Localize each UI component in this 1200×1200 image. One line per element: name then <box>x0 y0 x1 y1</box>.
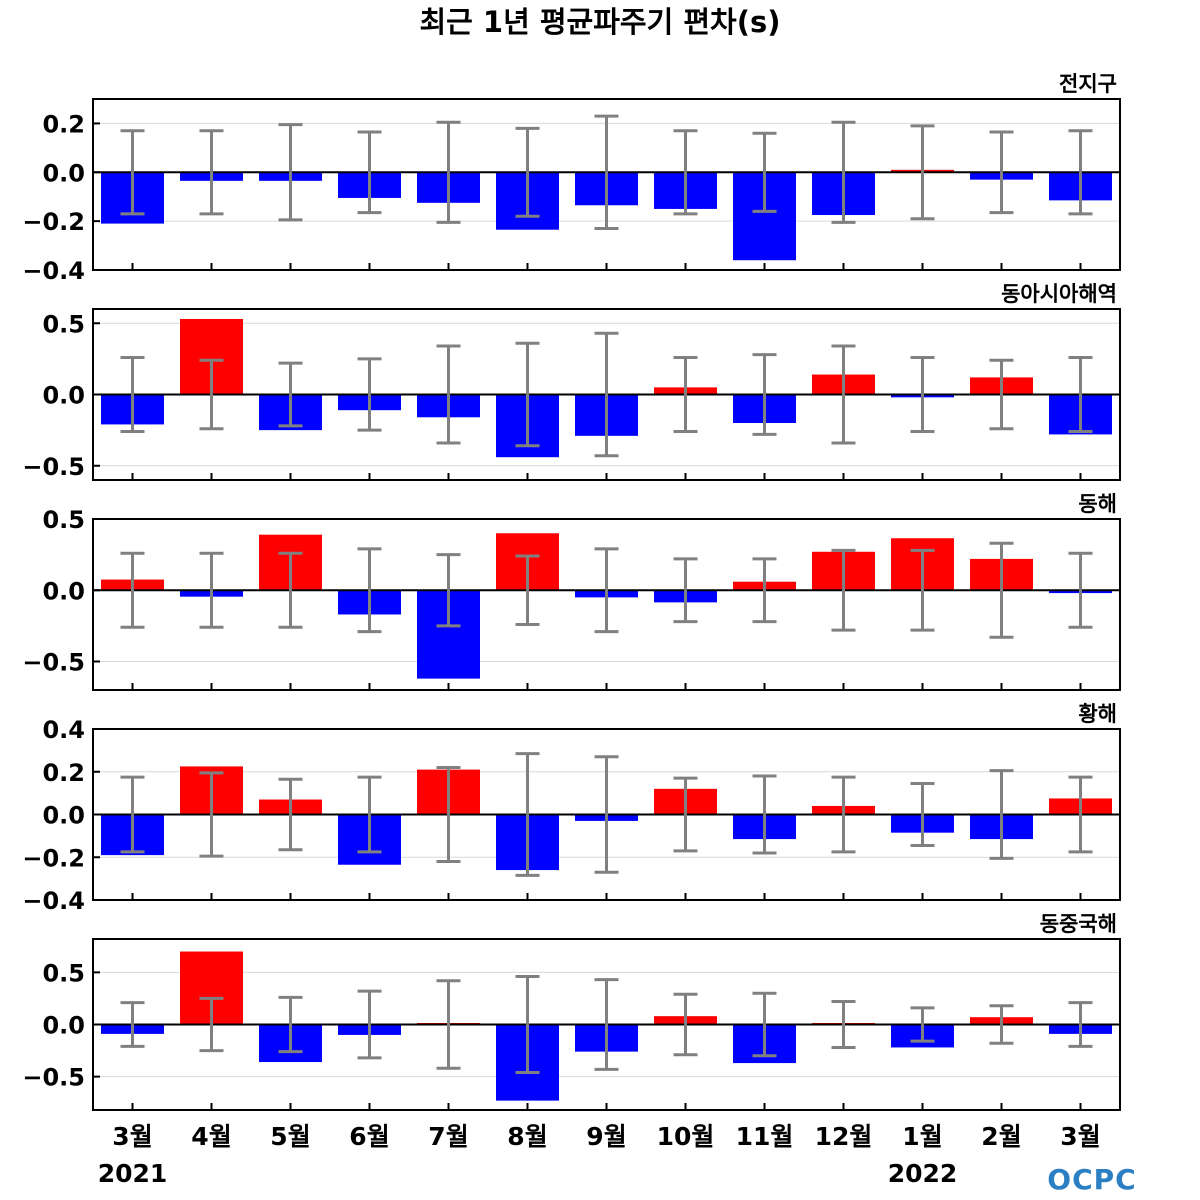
x-tick-label: 3월 <box>112 1122 152 1151</box>
y-tick-label: −0.2 <box>22 844 85 872</box>
y-tick-label: 0.4 <box>42 716 85 744</box>
x-tick-label: 12월 <box>815 1122 873 1151</box>
y-tick-label: −0.4 <box>22 257 85 285</box>
y-tick-label: 0.2 <box>42 110 85 138</box>
x-tick-label: 5월 <box>270 1122 310 1151</box>
y-tick-label: −0.5 <box>22 1064 85 1092</box>
panel-title: 전지구 <box>1059 72 1117 96</box>
y-tick-label: 0.5 <box>42 506 85 534</box>
y-tick-label: −0.5 <box>22 453 85 481</box>
y-tick-label: 0.0 <box>42 577 85 605</box>
y-tick-label: −0.4 <box>22 887 85 915</box>
x-tick-label: 11월 <box>736 1122 794 1151</box>
x-tick-label: 3월 <box>1060 1122 1100 1151</box>
y-tick-label: 0.2 <box>42 759 85 787</box>
panel-title: 동아시아해역 <box>1001 282 1117 306</box>
x-tick-label: 8월 <box>507 1122 547 1151</box>
panel-2: 동해 0.5 0.0 −0.5 <box>22 492 1121 691</box>
y-tick-label: −0.5 <box>22 649 85 677</box>
panel-4: 동중국해 0.5 0.0 −0.5 <box>22 912 1121 1111</box>
x-tick-label: 9월 <box>586 1122 626 1151</box>
panel-0: 전지구 0.2 0.0 −0.2 −0.4 <box>22 72 1121 285</box>
y-tick-label: 0.0 <box>42 802 85 830</box>
y-tick-label: 0.5 <box>42 310 85 338</box>
x-tick-label: 7월 <box>428 1122 468 1151</box>
ocpc-logo-text: OCPC <box>1047 1163 1136 1196</box>
chart-title: 최근 1년 평균파주기 편차(s) <box>419 5 780 39</box>
x-tick-label: 10월 <box>657 1122 715 1151</box>
x-tick-label: 1월 <box>902 1122 942 1151</box>
y-tick-label: 0.0 <box>42 159 85 187</box>
y-tick-label: 0.5 <box>42 959 85 987</box>
panel-1: 동아시아해역 0.5 0.0 −0.5 <box>22 282 1121 481</box>
year-label: 2022 <box>888 1159 958 1188</box>
panel-title: 동중국해 <box>1040 912 1117 936</box>
y-tick-label: 0.0 <box>42 382 85 410</box>
x-tick-label: 4월 <box>191 1122 231 1151</box>
x-tick-label: 6월 <box>349 1122 389 1151</box>
y-tick-label: 0.0 <box>42 1012 85 1040</box>
y-tick-label: −0.2 <box>22 208 85 236</box>
panel-title: 동해 <box>1078 492 1117 516</box>
x-tick-label: 2월 <box>981 1122 1021 1151</box>
year-label: 2021 <box>98 1159 168 1188</box>
panel-3: 황해 0.4 0.2 0.0 −0.2 −0.4 <box>22 702 1121 915</box>
panel-title: 황해 <box>1078 702 1117 726</box>
